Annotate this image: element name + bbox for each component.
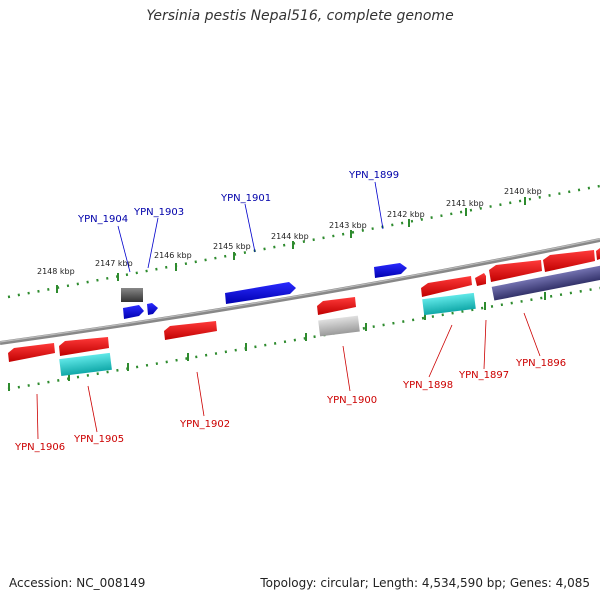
bottom-callouts [36, 312, 541, 440]
pseudo-purple-1896[interactable] [491, 265, 600, 301]
accession-text: Accession: NC_008149 [9, 576, 146, 590]
gene-ypn-1904[interactable] [123, 305, 144, 319]
pseudo-gray-1900[interactable] [318, 315, 360, 337]
label-ypn-1898[interactable]: YPN_1898 [402, 380, 453, 391]
genome-summary-text: Topology: circular; Length: 4,534,590 bp… [260, 576, 590, 590]
gene-ypn-1898[interactable] [421, 276, 472, 297]
bottom-ruler [7, 286, 600, 391]
label-ypn-1902[interactable]: YPN_1902 [179, 419, 230, 430]
gene-ypn-1897[interactable] [475, 273, 486, 286]
ruler-label-2144: 2144 kbp [271, 232, 309, 241]
ruler-label-2146: 2146 kbp [154, 251, 192, 260]
top-gene-labels: YPN_1899 YPN_1901 YPN_1903 YPN_1904 [77, 170, 399, 225]
label-ypn-1897[interactable]: YPN_1897 [458, 370, 509, 381]
bottom-ruler-major-ticks [8, 292, 546, 391]
gene-ypn-1906[interactable] [8, 343, 55, 362]
ruler-labels: 2140 kbp 2141 kbp 2142 kbp 2143 kbp 2144… [37, 187, 542, 276]
genome-backbone [0, 238, 600, 345]
gene-right-red-2[interactable] [543, 250, 595, 272]
label-ypn-1903[interactable]: YPN_1903 [133, 207, 184, 218]
label-ypn-1896[interactable]: YPN_1896 [515, 358, 566, 369]
ruler-label-2141: 2141 kbp [446, 199, 484, 208]
label-ypn-1904[interactable]: YPN_1904 [77, 214, 128, 225]
ruler-label-2143: 2143 kbp [329, 221, 367, 230]
ruler-label-2145: 2145 kbp [213, 242, 251, 251]
bottom-gene-labels: YPN_1896 YPN_1897 YPN_1898 YPN_1900 YPN_… [14, 358, 566, 453]
rna-ypn-1905[interactable] [59, 352, 112, 376]
top-ruler-major-ticks [56, 197, 526, 293]
ruler-label-2148: 2148 kbp [37, 267, 75, 276]
label-ypn-1906[interactable]: YPN_1906 [14, 442, 65, 453]
gene-right-red-3[interactable] [596, 248, 600, 260]
gene-dark-pseudo[interactable] [121, 288, 143, 302]
gene-ypn-1899[interactable] [374, 263, 407, 278]
forward-strand-genes [8, 248, 600, 376]
label-ypn-1900[interactable]: YPN_1900 [326, 395, 377, 406]
label-ypn-1899[interactable]: YPN_1899 [348, 170, 399, 181]
gene-ypn-1901[interactable] [225, 282, 296, 304]
ruler-label-2140: 2140 kbp [504, 187, 542, 196]
gene-ypn-1905[interactable] [59, 337, 109, 356]
genome-backbone-highlight [0, 238, 600, 343]
label-ypn-1905[interactable]: YPN_1905 [73, 434, 124, 445]
gene-ypn-1900[interactable] [317, 297, 356, 315]
gene-ypn-1903[interactable] [147, 303, 158, 315]
top-ruler [7, 184, 600, 299]
gene-right-red-1[interactable] [489, 260, 542, 282]
gene-ypn-1902[interactable] [164, 321, 217, 340]
top-callouts [117, 181, 384, 273]
map-title: Yersinia pestis Nepal516, complete genom… [146, 8, 454, 24]
rna-ypn-1898[interactable] [422, 292, 476, 316]
label-ypn-1901[interactable]: YPN_1901 [220, 193, 271, 204]
ruler-label-2142: 2142 kbp [387, 210, 425, 219]
ruler-label-2147: 2147 kbp [95, 259, 133, 268]
